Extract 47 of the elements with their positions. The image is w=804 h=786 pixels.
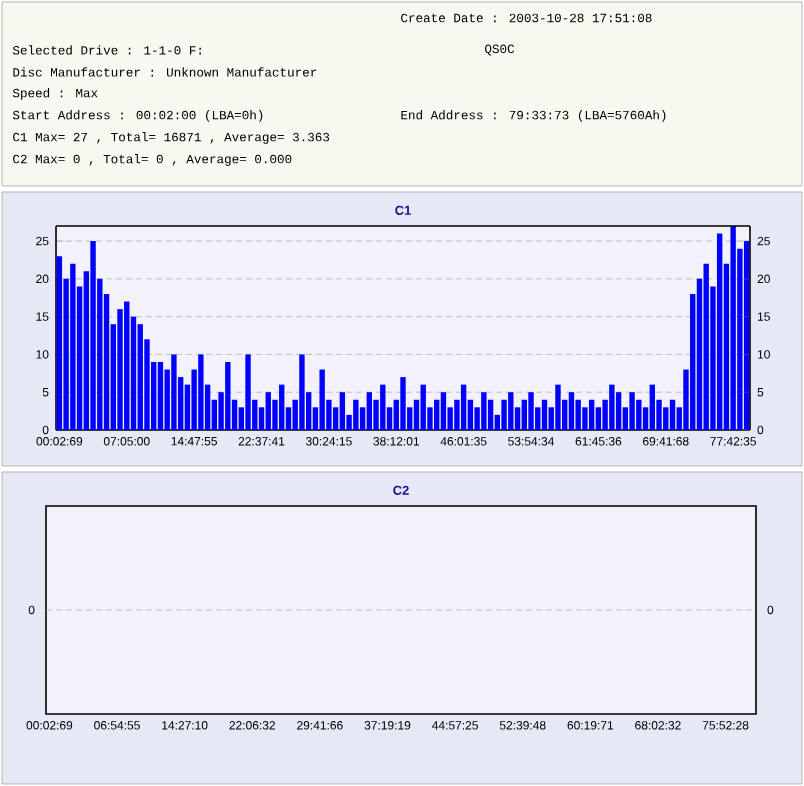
bar	[440, 392, 447, 430]
bar	[171, 354, 177, 430]
bar	[521, 399, 527, 430]
bar	[353, 399, 359, 430]
bar	[528, 392, 534, 430]
bar	[198, 354, 204, 430]
bar	[615, 392, 622, 430]
bar	[663, 407, 669, 430]
bar	[265, 392, 271, 430]
bar	[90, 241, 96, 430]
bar	[481, 392, 487, 430]
bar	[609, 384, 615, 430]
bar	[588, 399, 595, 430]
bar	[366, 392, 373, 430]
bar	[629, 392, 635, 430]
bar	[117, 309, 123, 430]
bar	[400, 377, 406, 430]
bar	[501, 399, 507, 430]
bar	[636, 399, 642, 430]
bar	[225, 361, 231, 430]
bar	[716, 233, 723, 430]
bar	[137, 324, 143, 430]
bar	[319, 369, 325, 430]
bar	[703, 263, 709, 430]
bar	[339, 392, 346, 430]
bar	[649, 384, 655, 430]
bar	[730, 225, 736, 430]
bar	[582, 407, 588, 430]
bar	[541, 399, 548, 430]
bar	[460, 384, 467, 430]
bar	[575, 399, 581, 430]
bar	[669, 399, 676, 430]
bar	[279, 384, 285, 430]
bar	[56, 256, 63, 430]
bar	[299, 354, 305, 430]
bar	[508, 392, 514, 430]
bar	[245, 354, 251, 430]
bar	[555, 384, 561, 430]
bar	[595, 407, 602, 430]
bar	[124, 301, 130, 430]
bar	[157, 361, 164, 430]
bar	[420, 384, 426, 430]
bar	[380, 384, 386, 430]
bar	[433, 399, 440, 430]
bar	[568, 392, 575, 430]
bar	[487, 399, 494, 430]
bar	[70, 263, 76, 430]
